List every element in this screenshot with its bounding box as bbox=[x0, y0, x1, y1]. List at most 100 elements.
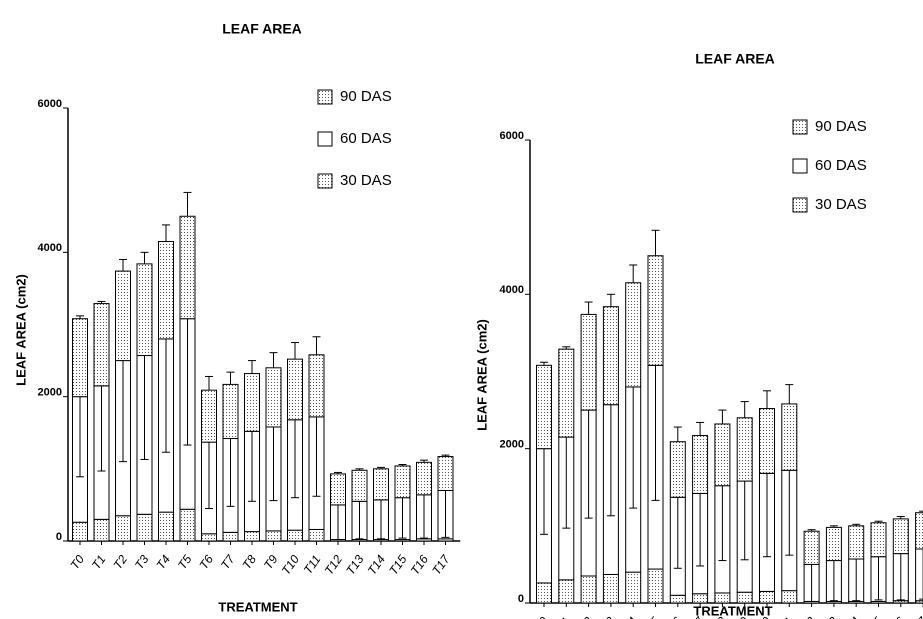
x-tick-label: T16 bbox=[408, 552, 432, 577]
legend-swatch bbox=[792, 158, 808, 174]
error-bar bbox=[852, 523, 861, 526]
x-tick-label: T17 bbox=[429, 551, 453, 577]
bar-segment bbox=[287, 358, 303, 421]
bar-segment bbox=[669, 441, 686, 498]
error-bar bbox=[205, 442, 213, 510]
error-bar bbox=[334, 504, 342, 541]
legend-swatch bbox=[792, 119, 808, 135]
error-bar bbox=[919, 510, 923, 513]
bar-segment bbox=[201, 389, 217, 443]
bar-segment bbox=[222, 531, 239, 542]
y-axis-label: LEAF AREA (cm2) bbox=[13, 274, 28, 386]
x-tick-label: T11 bbox=[774, 615, 797, 619]
chart-title: LEAF AREA bbox=[222, 21, 302, 37]
error-bar bbox=[248, 360, 256, 374]
error-bar bbox=[140, 355, 149, 460]
error-bar bbox=[696, 493, 705, 567]
error-bar bbox=[140, 251, 149, 264]
bar-segment bbox=[115, 270, 131, 362]
error-bar bbox=[629, 264, 638, 283]
y-tick-label: 6000 bbox=[500, 130, 524, 142]
bar-segment bbox=[330, 473, 346, 506]
bar-segment bbox=[158, 241, 174, 340]
x-tick-label: T12 bbox=[322, 552, 346, 577]
bar-segment bbox=[201, 533, 217, 542]
legend-label: 30 DAS bbox=[340, 172, 392, 189]
y-tick-label: 4000 bbox=[38, 242, 62, 254]
bar-segment bbox=[244, 373, 260, 432]
error-bar bbox=[441, 490, 450, 538]
x-tick-label: T6 bbox=[197, 552, 217, 572]
x-tick-label: T5 bbox=[643, 614, 663, 619]
x-tick-label: T0 bbox=[532, 614, 552, 619]
error-bar bbox=[205, 375, 213, 391]
bar-segment bbox=[915, 548, 923, 602]
error-bar bbox=[355, 501, 364, 540]
legend-swatch bbox=[317, 131, 333, 147]
legend-label: 60 DAS bbox=[340, 130, 392, 147]
error-bar bbox=[97, 300, 106, 304]
y-axis-label: LEAF AREA (cm2) bbox=[474, 319, 489, 431]
x-tick-label: T7 bbox=[218, 551, 238, 572]
bar-segment bbox=[625, 571, 642, 604]
x-tick-label: T6 bbox=[665, 614, 685, 619]
error-bar bbox=[377, 466, 385, 469]
bar-segment bbox=[93, 518, 110, 542]
error-bar bbox=[226, 438, 235, 507]
x-tick-label: T13 bbox=[343, 552, 367, 577]
x-tick-label: T9 bbox=[261, 552, 281, 572]
error-bar bbox=[540, 448, 548, 535]
error-bar bbox=[673, 426, 682, 442]
y-tick-label: 2000 bbox=[500, 439, 524, 451]
error-bar bbox=[226, 371, 235, 385]
bar-segment bbox=[892, 518, 909, 555]
error-bar bbox=[606, 404, 615, 517]
bar-segment bbox=[179, 215, 196, 320]
bar-segment bbox=[781, 403, 798, 471]
bar-segment bbox=[825, 526, 842, 562]
chart-title: LEAF AREA bbox=[695, 51, 775, 67]
x-tick-label: T10 bbox=[751, 614, 775, 619]
bar-segment bbox=[558, 579, 575, 604]
error-bar bbox=[584, 410, 593, 519]
bar-segment bbox=[136, 263, 153, 357]
bar-segment bbox=[72, 521, 88, 542]
bar-segment bbox=[602, 573, 619, 604]
x-axis-label: TREATMENT bbox=[693, 603, 772, 618]
error-bar bbox=[673, 497, 682, 569]
bar-segment bbox=[848, 525, 865, 560]
x-tick-label: T1 bbox=[554, 615, 574, 619]
x-tick-label: T12 bbox=[795, 614, 819, 619]
error-bar bbox=[162, 224, 170, 242]
x-tick-label: T13 bbox=[818, 614, 842, 619]
error-bar bbox=[119, 360, 127, 463]
bar-segment bbox=[647, 568, 664, 604]
bar-segment bbox=[915, 600, 923, 604]
legend-label: 90 DAS bbox=[815, 118, 867, 135]
bar-segment bbox=[759, 590, 775, 604]
y-tick-label: 0 bbox=[518, 593, 524, 605]
bar-segment bbox=[692, 435, 709, 494]
error-bar bbox=[896, 553, 905, 601]
error-bar bbox=[183, 318, 192, 446]
error-bar bbox=[119, 259, 127, 272]
x-tick-label: T5 bbox=[175, 552, 195, 572]
error-bar bbox=[248, 431, 256, 502]
error-bar bbox=[398, 464, 407, 466]
error-bar bbox=[76, 315, 84, 319]
legend-swatch bbox=[317, 89, 333, 105]
bar-segment bbox=[536, 364, 552, 450]
bar-segment bbox=[647, 255, 664, 366]
error-bar bbox=[269, 352, 278, 368]
error-bar bbox=[291, 419, 299, 499]
error-bar bbox=[740, 401, 749, 418]
error-bar bbox=[355, 468, 364, 471]
error-bar bbox=[718, 485, 727, 562]
bar-segment bbox=[351, 469, 368, 502]
bar-segment bbox=[416, 461, 432, 496]
bar-segment bbox=[179, 508, 196, 542]
error-bar bbox=[420, 459, 428, 463]
error-bar bbox=[785, 384, 794, 404]
error-bar bbox=[269, 426, 278, 502]
